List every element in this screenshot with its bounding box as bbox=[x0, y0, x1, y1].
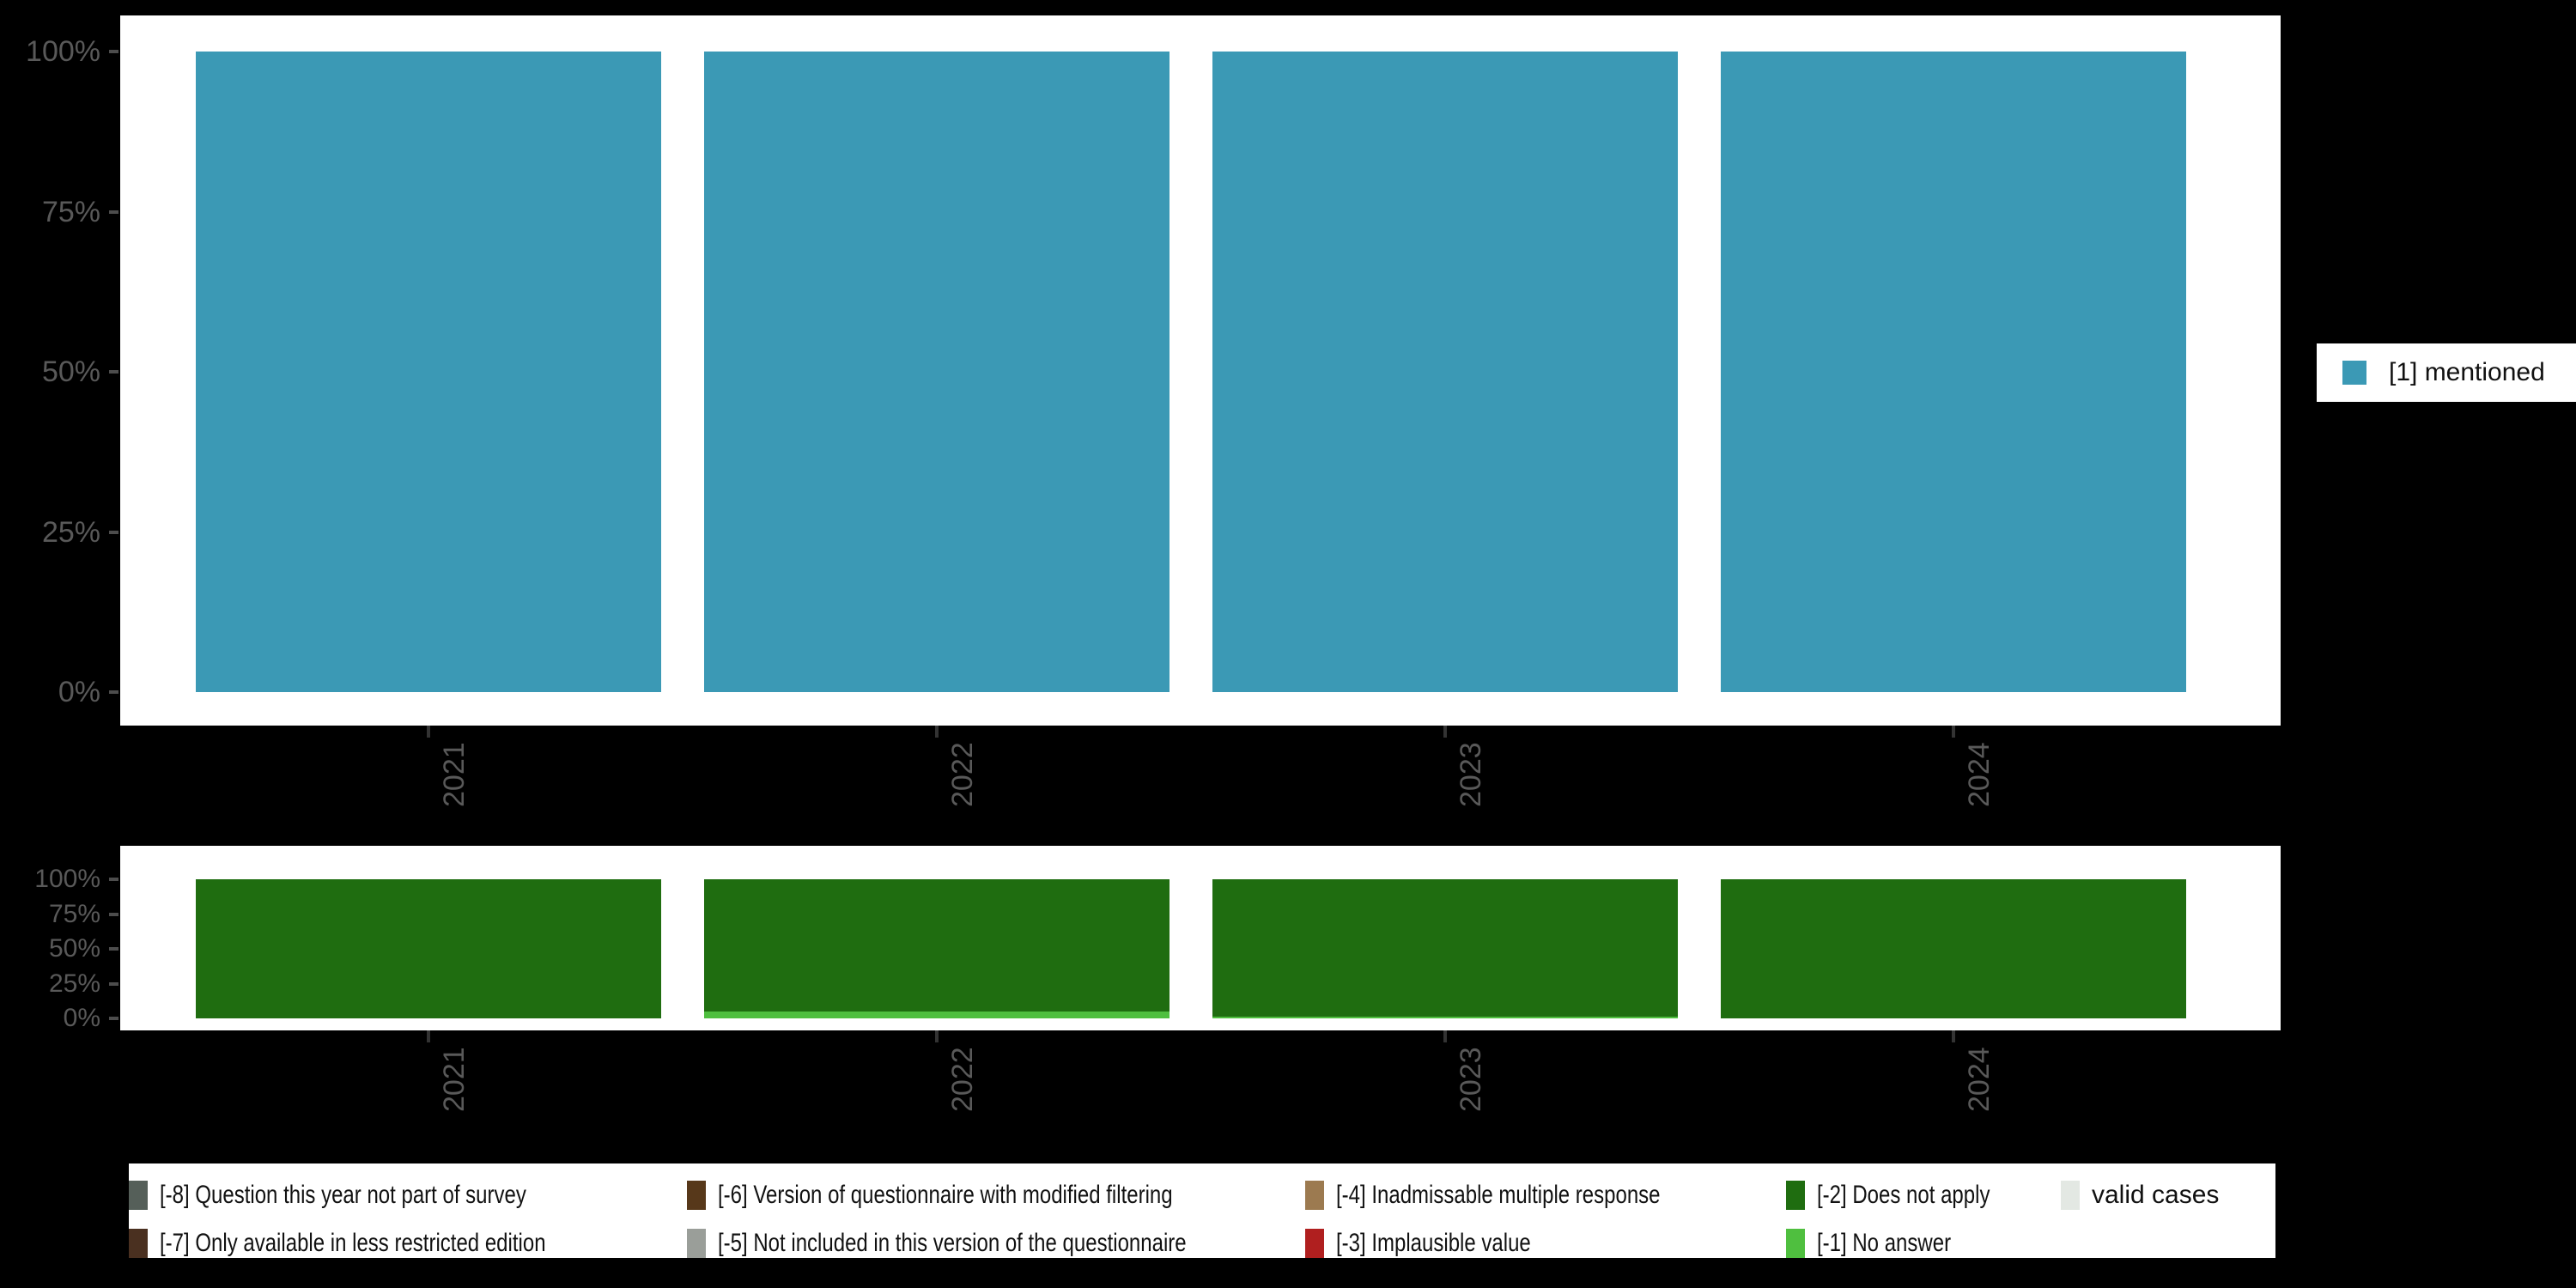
x-tick-mark-2024 bbox=[1952, 726, 1955, 738]
x-tick-label-2021: 2021 bbox=[437, 1047, 471, 1112]
legend-item-1-no-answer: [-1] No answer bbox=[1786, 1229, 1984, 1258]
bar-segment-2024-1 bbox=[1721, 879, 2186, 1018]
legend-label-mentioned: [1] mentioned bbox=[2389, 358, 2545, 386]
bar-segment-2023-0 bbox=[1212, 52, 1678, 692]
y-tick-mark bbox=[109, 878, 118, 881]
y-tick-mark bbox=[109, 50, 118, 53]
y-tick-label: 50% bbox=[41, 355, 100, 388]
y-tick-label: 50% bbox=[48, 934, 100, 963]
bar-segment-2023-0 bbox=[1212, 1017, 1678, 1018]
x-tick-mark-2021 bbox=[427, 1030, 430, 1042]
legend-item-3-implausible-value: [-3] Implausible value bbox=[1305, 1229, 1579, 1258]
y-tick-label: 25% bbox=[48, 969, 100, 998]
bar-2022 bbox=[704, 52, 1170, 692]
legend-label: [-1] No answer bbox=[1817, 1229, 1952, 1257]
legend-item-6-version-of-questionnaire-with-modified-filtering: [-6] Version of questionnaire with modif… bbox=[687, 1181, 1286, 1210]
y-tick-mark bbox=[109, 1017, 118, 1020]
bar-segment-2021-1 bbox=[196, 879, 661, 1018]
legend-swatch bbox=[1786, 1181, 1805, 1210]
series-legend: [1] mentioned bbox=[2317, 343, 2576, 402]
y-tick-mark bbox=[109, 947, 118, 951]
x-tick-mark-2022 bbox=[935, 726, 939, 738]
y-tick-mark bbox=[109, 530, 118, 534]
bar-segment-2022-1 bbox=[704, 879, 1170, 1012]
legend-swatch bbox=[2061, 1181, 2080, 1210]
bar-2024 bbox=[1721, 879, 2186, 1018]
legend-label: [-5] Not included in this version of the… bbox=[718, 1229, 1187, 1257]
x-tick-mark-2022 bbox=[935, 1030, 939, 1042]
x-tick-label-2022: 2022 bbox=[945, 742, 979, 807]
missing-distribution-plot-panel bbox=[120, 846, 2281, 1030]
x-tick-label-2022: 2022 bbox=[945, 1047, 979, 1112]
y-tick-label: 100% bbox=[34, 865, 100, 893]
legend-swatch bbox=[1305, 1229, 1324, 1258]
bar-segment-2023-1 bbox=[1212, 879, 1678, 1018]
y-tick-label: 75% bbox=[41, 195, 100, 228]
legend-label: [-2] Does not apply bbox=[1817, 1181, 1990, 1209]
x-tick-label-2023: 2023 bbox=[1454, 1047, 1487, 1112]
bar-2021 bbox=[196, 879, 661, 1018]
bar-segment-2022-0 bbox=[704, 52, 1170, 692]
x-tick-mark-2024 bbox=[1952, 1030, 1955, 1042]
bar-segment-2021-0 bbox=[196, 52, 661, 692]
legend-item-valid-cases: valid cases bbox=[2061, 1181, 2219, 1210]
bar-segment-2024-0 bbox=[1721, 52, 2186, 692]
legend-item-5-not-included-in-this-version-of-the-questionnaire: [-5] Not included in this version of the… bbox=[687, 1229, 1303, 1258]
x-tick-label-2021: 2021 bbox=[437, 742, 471, 807]
bar-2022 bbox=[704, 879, 1170, 1018]
y-tick-mark bbox=[109, 210, 118, 214]
legend-label: [-4] Inadmissable multiple response bbox=[1336, 1181, 1661, 1209]
legend-label: [-8] Question this year not part of surv… bbox=[160, 1181, 526, 1209]
bar-2024 bbox=[1721, 52, 2186, 692]
legend-swatch bbox=[687, 1229, 706, 1258]
x-tick-label-2024: 2024 bbox=[1962, 1047, 1996, 1112]
x-tick-label-2023: 2023 bbox=[1454, 742, 1487, 807]
y-tick-label: 100% bbox=[26, 35, 100, 68]
legend-item-7-only-available-in-less-restricted-edition: [-7] Only available in less restricted e… bbox=[129, 1229, 642, 1258]
missing-values-legend: [-8] Question this year not part of surv… bbox=[129, 1163, 2275, 1258]
legend-swatch bbox=[687, 1181, 706, 1210]
y-tick-mark bbox=[109, 912, 118, 916]
y-tick-mark bbox=[109, 981, 118, 986]
y-tick-label: 75% bbox=[48, 899, 100, 928]
legend-swatch bbox=[129, 1181, 148, 1210]
x-tick-label-2024: 2024 bbox=[1962, 742, 1996, 807]
x-tick-mark-2021 bbox=[427, 726, 430, 738]
missing-distribution-y-axis: 100% 75% 50% 25% 0% bbox=[0, 846, 118, 1032]
valid-distribution-plot-area bbox=[120, 15, 2281, 726]
x-tick-mark-2023 bbox=[1443, 1030, 1447, 1042]
y-tick-label: 0% bbox=[63, 1004, 100, 1032]
bar-2023 bbox=[1212, 879, 1678, 1018]
missing-distribution-plot-area bbox=[120, 846, 2281, 1030]
legend-swatch bbox=[1305, 1181, 1324, 1210]
legend-item-8-question-this-year-not-part-of-survey: [-8] Question this year not part of surv… bbox=[129, 1181, 618, 1210]
y-tick-label: 25% bbox=[41, 515, 100, 549]
legend-item-2-does-not-apply: [-2] Does not apply bbox=[1786, 1181, 2033, 1210]
legend-item-4-inadmissable-multiple-response: [-4] Inadmissable multiple response bbox=[1305, 1181, 1741, 1210]
legend-label: [-6] Version of questionnaire with modif… bbox=[718, 1181, 1173, 1209]
legend-label: [-7] Only available in less restricted e… bbox=[160, 1229, 546, 1257]
legend-label: [-3] Implausible value bbox=[1336, 1229, 1531, 1257]
valid-distribution-plot-panel bbox=[120, 15, 2281, 726]
bar-2023 bbox=[1212, 52, 1678, 692]
valid-distribution-y-axis: 100% 75% 50% 25% 0% bbox=[0, 15, 118, 726]
y-tick-label: 0% bbox=[58, 676, 100, 708]
bar-segment-2022-0 bbox=[704, 1011, 1170, 1018]
x-tick-mark-2023 bbox=[1443, 726, 1447, 738]
legend-swatch-mentioned bbox=[2342, 361, 2366, 385]
legend-swatch bbox=[1786, 1229, 1805, 1258]
legend-swatch bbox=[129, 1229, 148, 1258]
bar-2021 bbox=[196, 52, 661, 692]
y-tick-mark bbox=[109, 690, 118, 694]
y-tick-mark bbox=[109, 370, 118, 374]
legend-label: valid cases bbox=[2092, 1181, 2220, 1209]
